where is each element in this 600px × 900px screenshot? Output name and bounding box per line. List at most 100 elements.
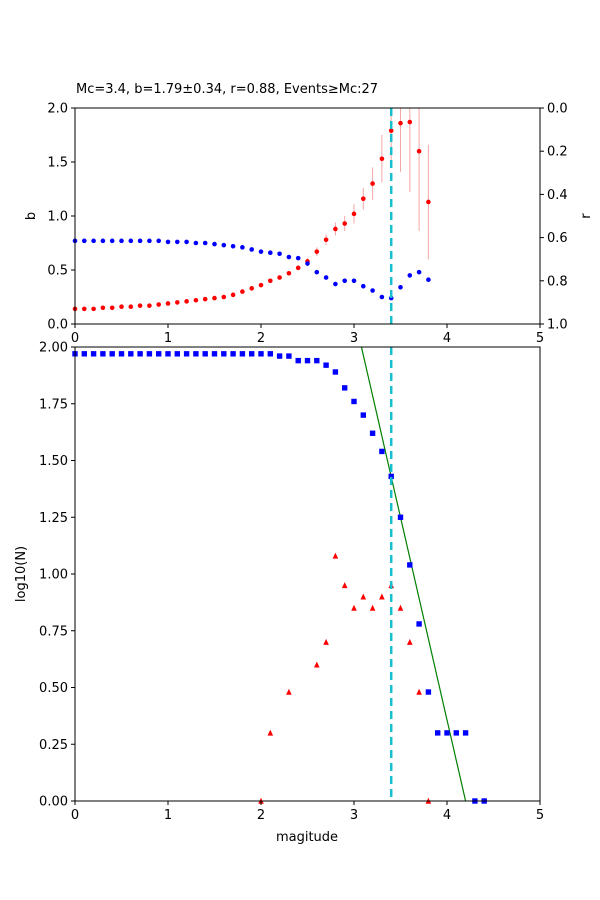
b-point [147,303,152,308]
cumulative-count-point [100,351,106,357]
b-point [286,270,292,276]
y-right-tick-label: 0.0 [547,102,568,117]
cumulative-count-point [416,621,422,627]
y-tick-label: 2.00 [39,341,68,356]
noncumulative-count-point [286,688,292,695]
noncumulative-count-point [407,638,413,645]
cumulative-count-point [81,351,87,357]
b-point [184,299,189,304]
y-tick-label: 1.50 [39,454,68,469]
cumulative-count-point [267,351,273,357]
r-point [82,238,87,244]
b-point [212,295,217,301]
r-point [212,241,217,247]
r-point [137,238,143,244]
b-point [333,226,338,232]
cumulative-count-point [314,357,320,364]
noncumulative-count-point [314,661,320,668]
y-right-tick-label: 0.8 [547,274,568,289]
cumulative-count-point [462,730,469,736]
b-point [193,297,199,303]
cumulative-count-point [90,351,97,357]
r-point [342,278,348,284]
cumulative-count-point [397,514,404,520]
b-point [165,301,171,306]
noncumulative-count-point [341,582,348,589]
cumulative-count-point [332,369,339,375]
r-point [361,283,366,289]
x-tick-label: 2 [257,808,265,823]
bottom-x-ticks: 0 1 2 3 4 5 [71,801,544,823]
b-point [426,199,431,205]
b-point [295,265,301,271]
bottom-panel: 0 1 2 3 4 5 0.00 0.25 0.50 0.75 1.00 1.25 1.50 1.75 2… [14,341,544,846]
r-point [351,278,357,284]
r-point [249,247,254,252]
noncumulative-count-point [351,604,357,611]
y-right-tick-label: 0.2 [547,145,568,160]
cumulative-count-point [425,689,432,695]
x-tick-label: 0 [71,808,79,823]
r-point [109,238,115,244]
b-point [398,120,403,126]
x-tick-label: 3 [350,331,358,346]
cumulative-count-point [165,351,171,357]
y-tick-label: 1.00 [39,568,68,583]
r-point [323,275,329,280]
b-point [221,294,227,300]
r-point [165,239,171,245]
b-point [109,305,115,311]
bottom-y-ticks: 0.00 0.25 0.50 0.75 1.00 1.25 1.50 1.75 2.00 [39,341,75,810]
r-point [202,240,208,246]
cumulative-count-point [118,351,125,357]
bottom-axes-frame [74,346,541,802]
cumulative-count-point [230,351,236,357]
r-point [175,239,180,245]
cumulative-count-point [239,351,246,357]
cumulative-count-point [156,351,162,357]
cumulative-count-point [379,448,385,455]
b-point [323,237,329,243]
r-point [221,242,227,248]
top-axes-frame [74,107,541,325]
r-point [230,243,236,249]
noncumulative-count-point [369,604,376,611]
r-point [305,261,310,266]
r-point [240,245,245,250]
x-tick-label: 1 [164,808,172,823]
cumulative-count-point [286,353,292,359]
cumulative-count-point [295,357,301,364]
y-tick-label: 0.5 [47,264,68,279]
b-point [361,196,366,202]
y-tick-label: 0.25 [39,738,68,753]
r-point [295,255,301,261]
cumulative-count-point [453,730,459,736]
cumulative-count-point [174,351,180,357]
cumulative-count-point [146,351,153,357]
r-point [184,239,189,245]
r-point [286,254,292,260]
cumulative-count-point [351,398,357,405]
b-point [202,296,208,302]
noncumulative-count-point [323,638,329,645]
b-point [230,292,236,298]
r-point [193,240,199,246]
cumulative-count-point [444,730,450,736]
cumulative-count-point [211,351,218,357]
top-panel: Mc=3.4, b=1.79±0.34, r=0.88, Events≥Mc:2… [24,82,594,346]
b-point [137,303,143,308]
y-tick-label: 0.75 [39,624,68,639]
y-tick-label: 1.0 [47,210,68,225]
r-point [128,238,134,244]
top-plot-area [72,108,431,324]
b-point [240,289,245,294]
cumulative-count-point [323,362,329,368]
x-tick-label: 0 [71,331,79,346]
y-tick-label: 1.5 [47,156,68,171]
b-point [314,249,320,254]
noncumulative-count-point [379,593,385,600]
cumulative-count-point [342,385,348,391]
r-point [314,269,320,275]
